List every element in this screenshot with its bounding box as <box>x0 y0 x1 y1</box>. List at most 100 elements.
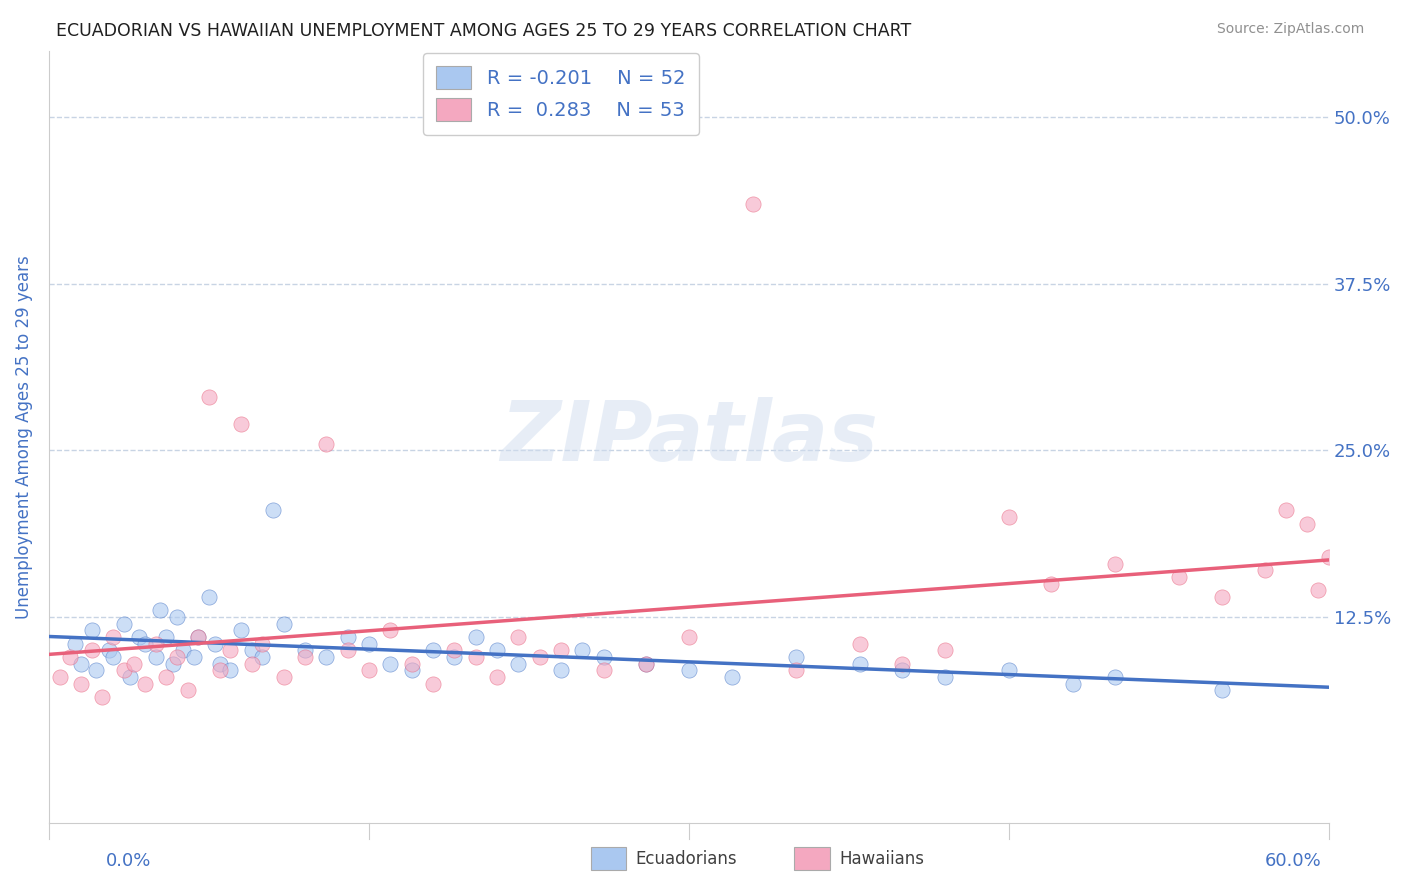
Point <box>112 616 135 631</box>
Point <box>848 657 870 671</box>
Point <box>357 663 380 677</box>
Point <box>294 643 316 657</box>
Point <box>1317 549 1340 564</box>
Point <box>550 663 572 677</box>
Point <box>252 637 274 651</box>
Point <box>84 663 107 677</box>
Text: Hawaiians: Hawaiians <box>839 850 924 868</box>
Point <box>155 630 177 644</box>
Point <box>294 649 316 664</box>
Point <box>112 663 135 677</box>
Point <box>508 630 530 644</box>
Point <box>401 657 423 671</box>
Y-axis label: Unemployment Among Ages 25 to 29 years: Unemployment Among Ages 25 to 29 years <box>15 255 32 619</box>
Point <box>998 510 1021 524</box>
Point <box>1168 570 1191 584</box>
Point <box>166 649 188 664</box>
Point <box>1040 576 1063 591</box>
Text: Ecuadorians: Ecuadorians <box>636 850 737 868</box>
Point <box>357 637 380 651</box>
Point <box>1104 557 1126 571</box>
Point <box>166 610 188 624</box>
Point <box>1104 670 1126 684</box>
Point <box>592 649 614 664</box>
Point <box>934 643 956 657</box>
Point <box>422 643 444 657</box>
Point <box>59 649 82 664</box>
Point <box>1306 583 1329 598</box>
Point <box>187 630 209 644</box>
Point <box>208 663 231 677</box>
Point <box>422 676 444 690</box>
Point <box>101 649 124 664</box>
Point <box>204 637 226 651</box>
Point <box>48 670 70 684</box>
Point <box>485 643 508 657</box>
Point <box>208 657 231 671</box>
Point <box>636 657 658 671</box>
Point <box>63 637 86 651</box>
Point <box>240 657 263 671</box>
Point <box>785 649 807 664</box>
Point <box>101 630 124 644</box>
Text: Source: ZipAtlas.com: Source: ZipAtlas.com <box>1216 22 1364 37</box>
Text: ECUADORIAN VS HAWAIIAN UNEMPLOYMENT AMONG AGES 25 TO 29 YEARS CORRELATION CHART: ECUADORIAN VS HAWAIIAN UNEMPLOYMENT AMON… <box>56 22 911 40</box>
Point <box>443 649 465 664</box>
Point <box>80 624 103 638</box>
Point <box>70 676 93 690</box>
Point <box>198 590 221 604</box>
Point <box>1329 576 1351 591</box>
Point <box>678 663 700 677</box>
Point <box>145 637 167 651</box>
Point <box>720 670 742 684</box>
Point <box>464 630 486 644</box>
Point <box>183 649 205 664</box>
Point <box>529 649 551 664</box>
Point <box>550 643 572 657</box>
Point <box>998 663 1021 677</box>
Point <box>1275 503 1298 517</box>
Point <box>229 417 252 431</box>
Point <box>124 657 146 671</box>
Point <box>198 390 221 404</box>
Point <box>273 616 295 631</box>
Point <box>145 649 167 664</box>
Point <box>229 624 252 638</box>
Point <box>91 690 114 704</box>
Point <box>219 663 242 677</box>
Point <box>273 670 295 684</box>
Point <box>118 670 141 684</box>
Point <box>678 630 700 644</box>
Point <box>464 649 486 664</box>
Legend: R = -0.201    N = 52, R =  0.283    N = 53: R = -0.201 N = 52, R = 0.283 N = 53 <box>423 53 699 135</box>
Text: 60.0%: 60.0% <box>1265 852 1322 870</box>
Point <box>1211 683 1233 698</box>
Point <box>785 663 807 677</box>
Point <box>1211 590 1233 604</box>
Point <box>97 643 120 657</box>
Point <box>252 649 274 664</box>
Point <box>485 670 508 684</box>
Point <box>508 657 530 671</box>
Point <box>80 643 103 657</box>
Point <box>380 624 402 638</box>
Point <box>176 683 198 698</box>
Point <box>336 630 359 644</box>
Point <box>187 630 209 644</box>
Point <box>315 649 337 664</box>
Point <box>134 637 156 651</box>
Point <box>848 637 870 651</box>
Point <box>134 676 156 690</box>
Point <box>891 657 914 671</box>
Point <box>380 657 402 671</box>
Point <box>70 657 93 671</box>
Point <box>128 630 150 644</box>
Text: 0.0%: 0.0% <box>105 852 150 870</box>
Point <box>172 643 194 657</box>
Point <box>155 670 177 684</box>
Point <box>592 663 614 677</box>
Point <box>315 436 337 450</box>
Point <box>636 657 658 671</box>
Point <box>741 197 763 211</box>
Point <box>240 643 263 657</box>
